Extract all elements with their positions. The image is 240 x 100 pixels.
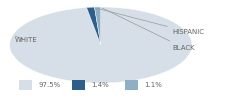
Text: BLACK: BLACK [102,8,195,51]
FancyBboxPatch shape [125,80,138,90]
Text: WHITE: WHITE [14,36,37,43]
FancyBboxPatch shape [19,80,32,90]
Text: 1.1%: 1.1% [144,82,162,88]
Wedge shape [95,7,101,45]
Text: HISPANIC: HISPANIC [96,8,205,35]
Wedge shape [10,7,192,83]
Text: 1.4%: 1.4% [91,82,109,88]
Wedge shape [87,7,101,45]
FancyBboxPatch shape [72,80,85,90]
Text: 97.5%: 97.5% [38,82,61,88]
